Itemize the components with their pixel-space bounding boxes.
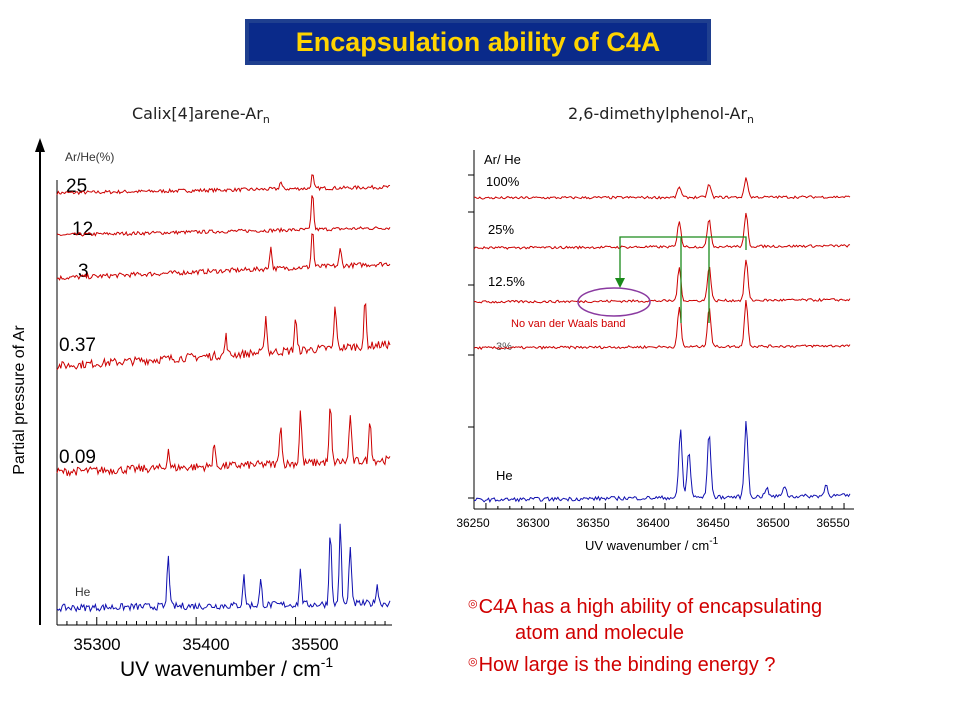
right-panel-title-sub: n [747,113,755,127]
left-trace-label-3: 3 [78,261,89,282]
no-band-ellipse [577,287,651,317]
spectrum-trace-25- [473,212,851,250]
left-xtick-label: 35400 [182,635,229,654]
left-side-label: Partial pressure of Ar [11,325,28,475]
right-tick-group [468,174,845,509]
spectrum-trace-0-37 [56,302,391,371]
right-xtick-label: 36450 [696,516,730,530]
left-panel-title-main: Calix[4]arene-Ar [132,104,263,123]
left-x-axis-label-sup: -1 [321,654,334,670]
spectrum-trace-25 [56,174,391,196]
right-x-axis-label-text: UV wavenumber / cm [585,538,709,553]
right-xtick-label: 36400 [636,516,670,530]
right-xtick-label: 36550 [816,516,850,530]
slide-title: Encapsulation ability of C4A [295,26,661,57]
spectrum-trace-12-5- [473,259,851,304]
no-vdw-annotation: No van der Waals band [511,318,626,330]
right-trace-label-he: He [496,468,513,483]
left-panel-title-sub: n [262,113,270,127]
left-trace-label-he: He [75,585,91,599]
spectrum-trace-3 [56,233,391,281]
right-panel-title: 2,6-dimethylphenol-Arn [568,104,754,126]
bullet-2-line1: How large is the binding energy ? [478,654,776,676]
left-trace-label-0-09: 0.09 [59,447,96,468]
right-xtick-label: 36350 [576,516,610,530]
spectrum-trace-12 [56,195,391,237]
left-xtick-label: 35300 [73,635,120,654]
bullet-2: ◎How large is the binding energy ? [468,654,775,677]
spectrum-trace-0-09 [56,408,391,477]
left-trace-label-12: 12 [72,219,93,240]
right-trace-group [473,177,851,504]
spectrum-trace-He [56,523,391,613]
left-spectrum-chart: Partial pressure of Ar Ar/He(%) 25 12 3 … [11,138,392,681]
spectrum-trace-He [473,421,851,504]
left-x-axis-label-text: UV wavenumber / cm [120,658,321,681]
right-x-axis-label-sup: -1 [709,536,718,547]
left-trace-label-25: 25 [66,176,87,197]
left-trace-group [56,174,391,613]
bullet-1-line2: atom and molecule [515,622,684,644]
left-xtick-label: 35500 [291,635,338,654]
spectrum-trace-3- [473,300,851,351]
right-panel-title-main: 2,6-dimethylphenol-Ar [568,104,748,123]
left-ratio-header: Ar/He(%) [65,150,114,164]
right-trace-label-12-5: 12.5% [488,274,525,289]
right-xtick-label: 36500 [756,516,790,530]
bullet-2-symbol: ◎ [468,656,478,668]
right-trace-label-100: 100% [486,174,520,189]
bullet-1-symbol: ◎ [468,598,478,610]
title-box: Encapsulation ability of C4A [245,19,711,65]
pressure-arrow-head [35,138,45,152]
right-trace-label-25: 25% [488,222,514,237]
right-spectrum-chart: Ar/ He 100% 25% 12.5% 3% He No van der W… [456,150,854,553]
bullet-1-line1: C4A has a high ability of encapsulating [478,596,823,618]
left-x-axis-label: UV wavenumber / cm-1 [120,654,333,681]
left-tick-group [66,617,386,625]
right-trace-label-3: 3% [496,341,512,353]
right-xtick-label: 36300 [516,516,550,530]
right-xtick-label: 36250 [456,516,490,530]
bullet-1-cont: atom and molecule [515,622,684,645]
right-x-axis-label: UV wavenumber / cm-1 [585,536,719,553]
left-panel-title: Calix[4]arene-Arn [132,104,270,126]
spectrum-trace-100- [474,177,851,200]
right-ratio-header: Ar/ He [484,152,521,167]
band-bracket-arrow [615,278,625,288]
left-trace-label-0-37: 0.37 [59,335,96,356]
bullet-1: ◎C4A has a high ability of encapsulating [468,596,822,619]
band-bracket [619,236,747,284]
